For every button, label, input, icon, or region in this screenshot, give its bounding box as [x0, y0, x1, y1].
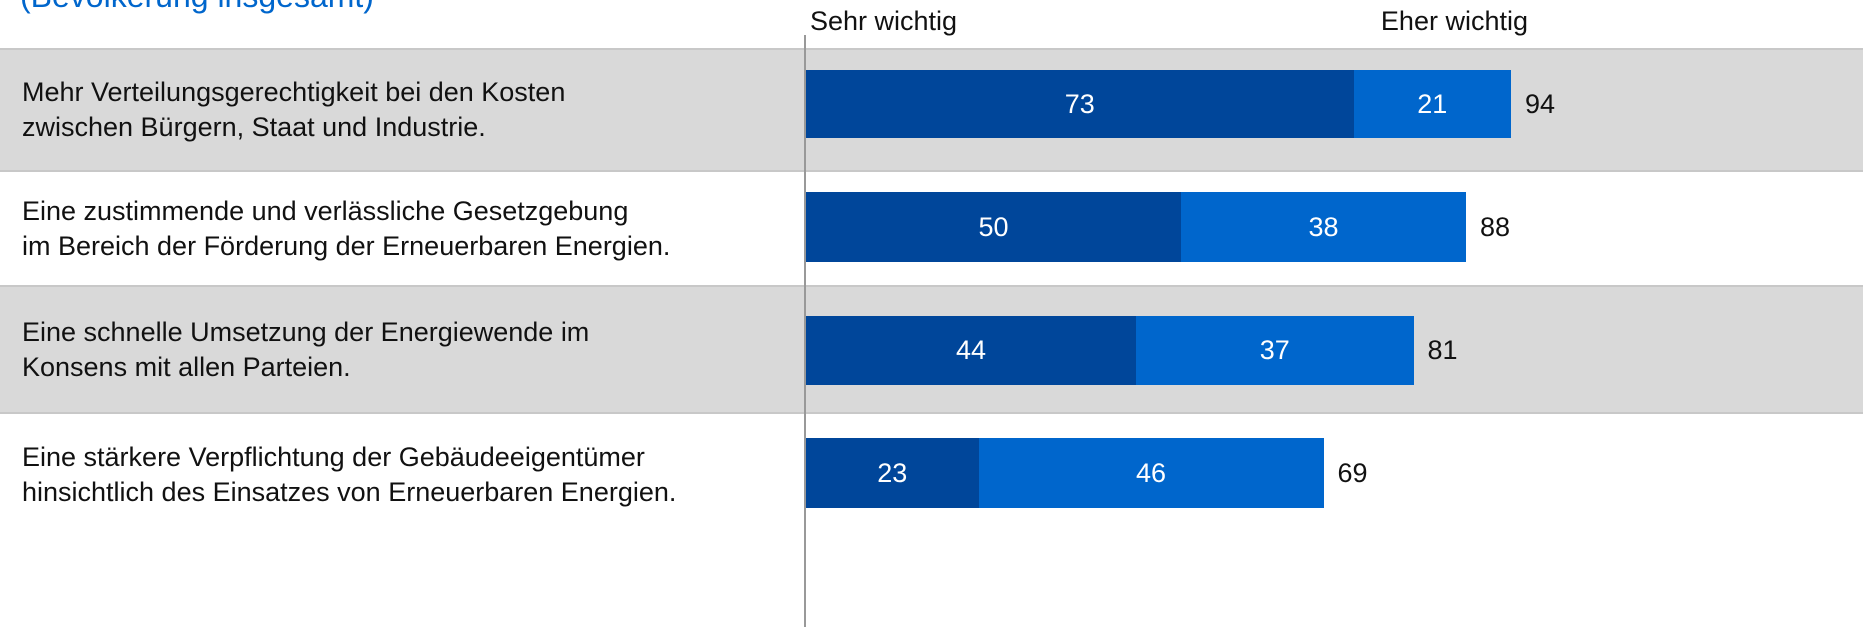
total-label: 69	[1337, 457, 1368, 488]
row-separator	[0, 285, 1863, 287]
bar-segment: 37	[1136, 316, 1414, 385]
bar-segment: 38	[1181, 192, 1466, 262]
row-separator	[0, 412, 1863, 414]
row-separator	[0, 170, 1863, 172]
total-label: 94	[1525, 88, 1556, 119]
category-label: Eine schnelle Umsetzung der Energiewende…	[10, 285, 802, 412]
subtitle: (Bevölkerung insgesamt)	[20, 0, 374, 15]
category-label: Eine stärkere Verpflichtung der Gebäudee…	[10, 412, 802, 535]
category-label: Mehr Verteilungsgerechtigkeit bei den Ko…	[10, 48, 802, 170]
bar-segment: 21	[1353, 70, 1511, 138]
bar-segment: 44	[806, 316, 1136, 385]
row-separator	[0, 48, 1863, 50]
bar-segment: 46	[978, 438, 1324, 508]
total-label: 81	[1427, 335, 1458, 365]
total-label: 88	[1480, 211, 1511, 242]
legend-entry: Sehr wichtig	[810, 6, 958, 36]
bar-segment: 23	[806, 438, 979, 508]
category-label: Eine zustimmende und verlässliche Gesetz…	[10, 170, 802, 285]
legend-entry: Eher wichtig	[1380, 6, 1528, 36]
axis-line	[804, 35, 806, 627]
bar-segment: 73	[806, 70, 1354, 138]
bar-segment: 50	[806, 192, 1181, 262]
